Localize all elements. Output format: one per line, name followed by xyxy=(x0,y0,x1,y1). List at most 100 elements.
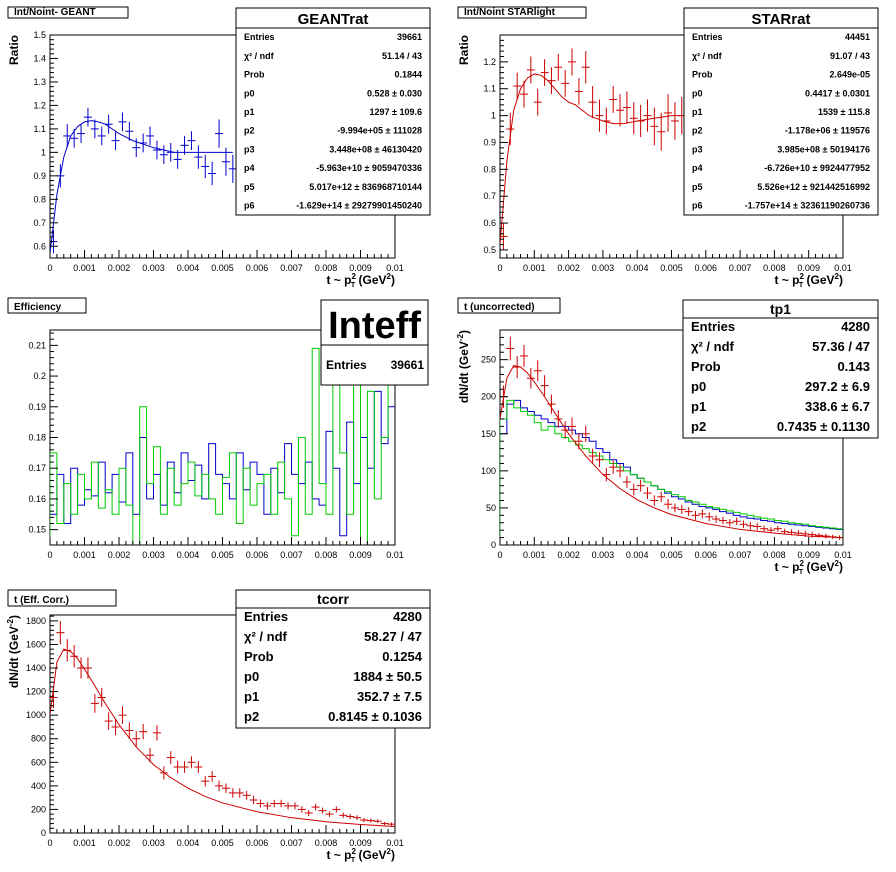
x-tick-label: 0.009 xyxy=(349,550,372,560)
y-tick-label: 600 xyxy=(31,757,46,767)
x-axis-label: t ~ p2 T (GeV2) xyxy=(326,847,395,864)
stats-label: p5 xyxy=(244,182,255,192)
fit-curve xyxy=(500,365,843,539)
stats-label: Entries xyxy=(244,32,275,42)
data-point xyxy=(111,131,120,151)
stats-label: p2 xyxy=(691,419,706,434)
stats-value: 0.143 xyxy=(837,359,870,374)
x-tick-label: 0.004 xyxy=(177,550,200,560)
x-tick-label: 0.004 xyxy=(177,263,200,273)
plot-area xyxy=(500,48,686,250)
stats-value: 5.526e+12 ± 921442516992 xyxy=(757,182,870,192)
stats-label: p1 xyxy=(691,399,706,414)
data-point xyxy=(284,802,293,810)
x-tick-label: 0.002 xyxy=(557,263,580,273)
plot-area xyxy=(50,620,395,828)
stats-label: Prob xyxy=(692,70,713,80)
pad-title-box xyxy=(7,297,87,314)
x-tick-label: 0.006 xyxy=(246,550,269,560)
stats-value: 2.649e-05 xyxy=(829,70,870,80)
data-point xyxy=(540,375,549,396)
data-point xyxy=(373,819,382,824)
data-point xyxy=(581,51,590,84)
data-point xyxy=(670,102,679,140)
x-tick-label: 0.006 xyxy=(695,263,718,273)
stats-value: 44451 xyxy=(845,32,870,42)
fit-curve xyxy=(500,73,682,245)
data-point xyxy=(643,99,652,132)
data-point xyxy=(249,795,258,805)
data-point xyxy=(643,487,652,500)
data-point xyxy=(159,145,168,165)
x-tick-label: 0.001 xyxy=(523,550,546,560)
stats-label: χ² / ndf xyxy=(692,51,723,61)
y-tick-label: 0.5 xyxy=(483,245,496,255)
y-tick-label: 800 xyxy=(31,734,46,744)
data-point xyxy=(90,119,99,139)
x-tick-label: 0.004 xyxy=(626,263,649,273)
data-point xyxy=(139,724,148,740)
stats-value: -9.994e+05 ± 111028 xyxy=(337,126,422,136)
plot-area xyxy=(500,336,843,545)
stats-value: 3.448e+08 ± 46130420 xyxy=(329,144,422,154)
x-tick-label: 0.01 xyxy=(834,263,852,273)
y-tick-label: 0.21 xyxy=(28,340,46,350)
stats-value: 57.36 / 47 xyxy=(812,339,870,354)
data-point xyxy=(366,818,375,823)
y-tick-label: 1600 xyxy=(26,639,46,649)
x-axis-label: t ~ p2 T (GeV2) xyxy=(774,272,843,289)
x-tick-label: 0.006 xyxy=(695,550,718,560)
data-point xyxy=(636,479,645,492)
stats-value: 1539 ± 115.8 xyxy=(818,107,870,117)
pad-title-box xyxy=(7,6,129,19)
data-point xyxy=(568,48,577,76)
data-point xyxy=(657,491,666,502)
data-point xyxy=(547,67,556,95)
x-tick-label: 0.007 xyxy=(280,838,303,848)
data-point xyxy=(698,509,707,519)
data-point xyxy=(111,718,120,736)
x-tick-label: 0.005 xyxy=(211,550,234,560)
data-point xyxy=(242,790,251,800)
stats-title: STARrat xyxy=(752,11,811,28)
x-tick-label: 0.005 xyxy=(660,263,683,273)
data-point xyxy=(677,504,686,514)
data-point xyxy=(588,86,597,119)
y-tick-label: 0 xyxy=(41,828,46,838)
data-point xyxy=(90,693,99,713)
stats-box-frame xyxy=(235,7,431,216)
y-tick-label: 200 xyxy=(31,804,46,814)
data-point xyxy=(588,448,597,464)
stats-value: 338.6 ± 6.7 xyxy=(805,399,870,414)
pad-title-box xyxy=(457,6,587,19)
stats-value: -5.963e+10 ± 9059470336 xyxy=(316,163,422,173)
y-tick-label: 0 xyxy=(491,540,496,550)
data-point xyxy=(270,799,279,808)
stats-value: -6.726e+10 ± 9924477952 xyxy=(764,163,870,173)
x-tick-label: 0.009 xyxy=(797,263,820,273)
data-point xyxy=(332,806,341,813)
stats-value: 5.017e+12 ± 836968710144 xyxy=(309,182,422,192)
data-point xyxy=(629,102,638,135)
stats-value: 0.528 ± 0.030 xyxy=(367,88,422,98)
stats-box-frame xyxy=(682,299,879,439)
data-point xyxy=(304,809,313,817)
stats-label: Prob xyxy=(244,649,274,664)
stats-label: p6 xyxy=(692,200,703,210)
stats-value: 39661 xyxy=(397,32,422,42)
x-tick-label: 0.01 xyxy=(386,263,404,273)
data-point xyxy=(732,517,741,525)
histogram-series-1 xyxy=(50,390,395,545)
data-point xyxy=(104,712,113,730)
stats-label: Entries xyxy=(692,32,723,42)
data-point xyxy=(63,124,72,148)
stats-value: -1.629e+14 ± 29279901450240 xyxy=(296,200,422,210)
stats-value: 297.2 ± 6.9 xyxy=(805,379,870,394)
stats-label: χ² / ndf xyxy=(244,51,275,61)
y-tick-label: 0.16 xyxy=(28,494,46,504)
y-tick-label: 1800 xyxy=(26,616,46,626)
data-point xyxy=(180,761,189,773)
y-tick-label: 1400 xyxy=(26,663,46,673)
y-tick-label: 0.8 xyxy=(33,194,46,204)
stats-box-frame xyxy=(235,589,431,729)
